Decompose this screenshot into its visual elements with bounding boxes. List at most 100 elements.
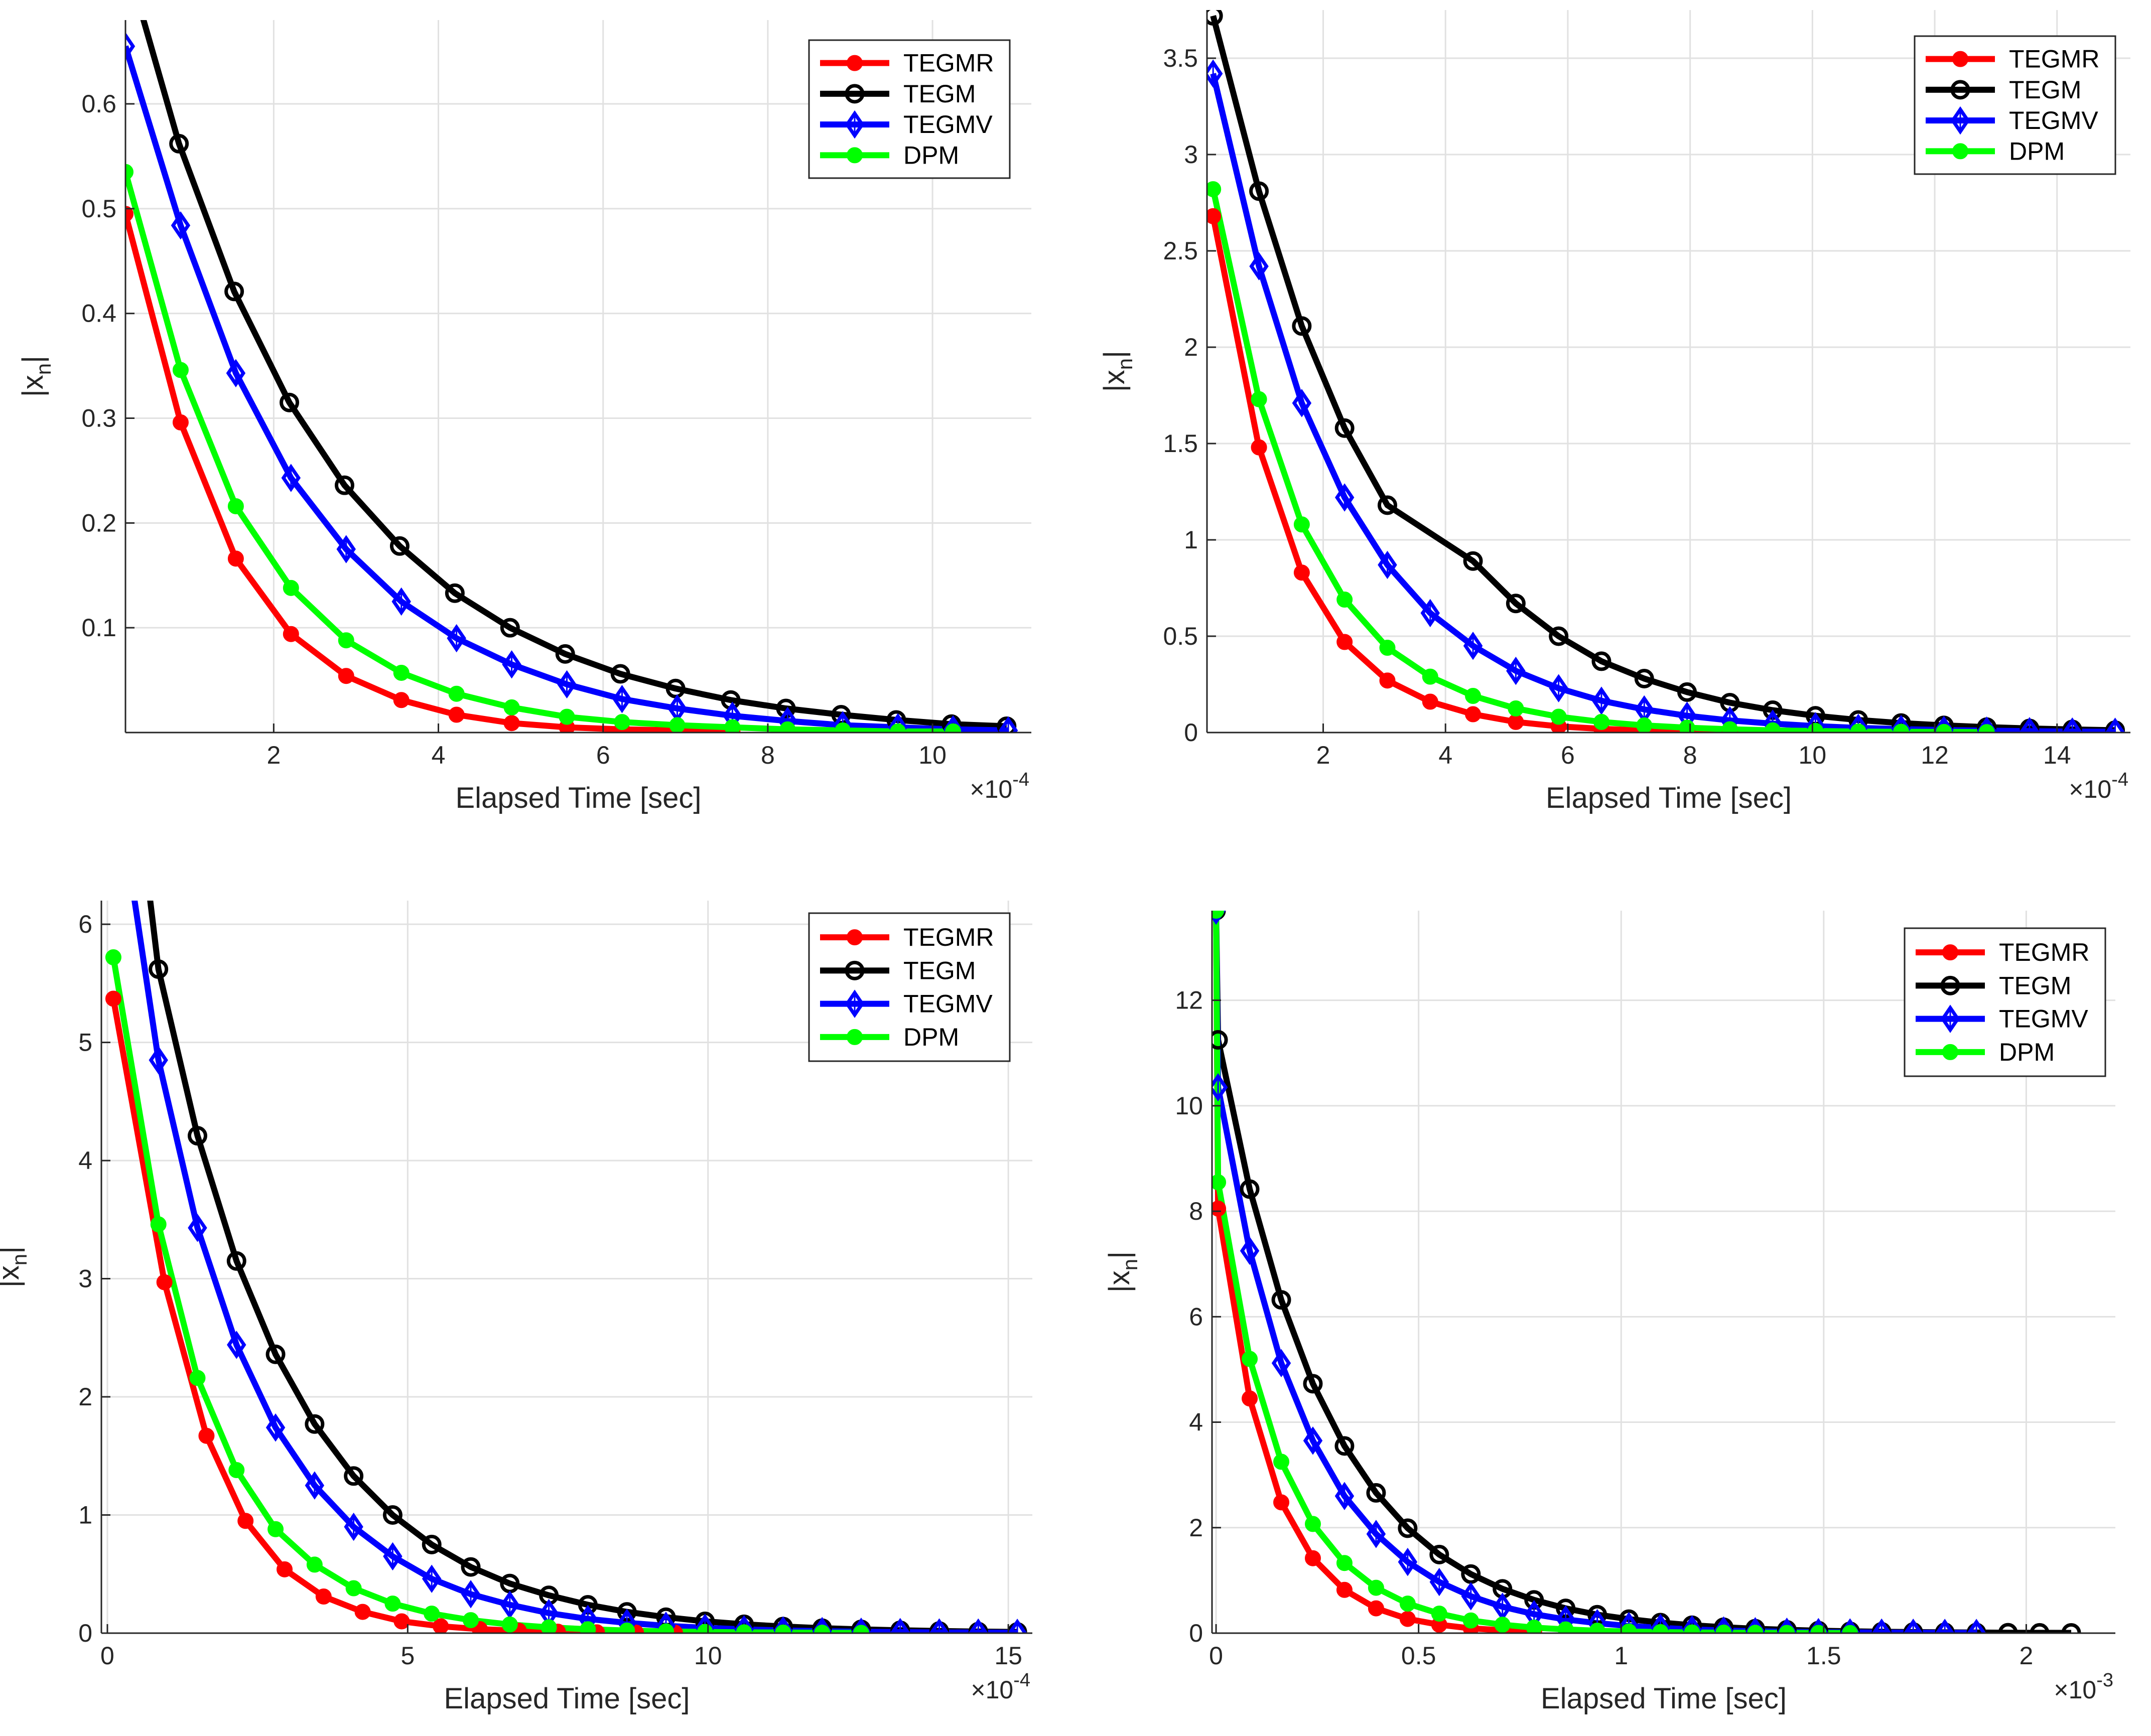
chart-1-series-tegmv-point — [447, 624, 466, 653]
chart-1-series-tegmv-point — [888, 713, 908, 733]
chart-3-series-dpm-point — [424, 1606, 440, 1622]
chart-1-series-tegmv-point — [281, 464, 301, 492]
chart-1-series-dpm-point — [559, 708, 575, 725]
chart-2-series-tegmv-point — [1207, 59, 1223, 88]
chart-3-series-tegmr-point — [315, 1588, 332, 1605]
chart-4-series-tegm-point — [1212, 1030, 1228, 1050]
chart-1-series-tegmv-point — [125, 32, 136, 61]
chart-3-x-exponent-base: ×10 — [971, 1676, 1013, 1704]
chart-3-series-dpm-point — [501, 1616, 518, 1633]
chart-4-series-tegmv-point — [1240, 1236, 1260, 1265]
chart-4-ytick-label: 8 — [1189, 1197, 1203, 1225]
chart-3-legend-marker-dpm — [847, 1029, 863, 1045]
chart-1-ytick-label: 0.1 — [81, 614, 116, 642]
chart-4-series-tegmr-point — [1212, 1200, 1227, 1217]
chart-1-series-dpm-point — [669, 717, 686, 733]
chart-2-series-dpm-point — [1765, 722, 1781, 733]
chart-4-series-tegmv-point — [1366, 1520, 1386, 1548]
chart-2-series-tegmv-point — [1378, 550, 1397, 580]
chart-3-series-tegmv-point — [265, 1413, 286, 1442]
chart-1-series-tegm-point — [776, 698, 796, 718]
chart-2-series-group — [1207, 10, 2125, 733]
chart-3-y-axis-label-main: |x — [0, 1265, 25, 1287]
chart-3-xtick-label: 5 — [400, 1642, 415, 1670]
chart-3-xtick-label: 0 — [100, 1642, 114, 1670]
chart-3-series-tegm-point — [265, 1344, 286, 1364]
chart-1-series-tegm-point — [665, 678, 686, 698]
chart-1-series-tegmr-point — [338, 668, 354, 684]
chart-4-ytick-label: 10 — [1175, 1092, 1203, 1120]
chart-2-ytick-label: 3.5 — [1163, 44, 1198, 72]
chart-4-ytick-label: 12 — [1175, 986, 1203, 1015]
chart-4-y-axis-label-main: |x — [1103, 1270, 1136, 1292]
chart-4-ytick-label: 4 — [1189, 1408, 1203, 1436]
chart-1-y-axis-label-suffix: | — [17, 356, 49, 363]
chart-4-series-tegmr-point — [1273, 1494, 1290, 1511]
chart-3-series-tegm-point — [226, 1251, 246, 1271]
chart-3-series-dpm-point — [105, 949, 121, 966]
chart-4-series-dpm-point — [1336, 1555, 1353, 1571]
chart-2-legend-label-tegmv: TEGMV — [2009, 106, 2098, 134]
chart-2-ytick-label: 0.5 — [1163, 622, 1198, 650]
chart-2-series-tegm-point — [1463, 551, 1483, 571]
chart-3-series-tegmr-point — [198, 1427, 215, 1444]
chart-2-series-dpm-point — [1807, 722, 1824, 733]
chart-4-ytick-label: 2 — [1189, 1514, 1203, 1542]
chart-1-legend-label-tegmv: TEGMV — [903, 110, 993, 138]
chart-2-series-tegmr-point — [1465, 706, 1482, 722]
chart-4-ytick-label: 6 — [1189, 1303, 1203, 1331]
chart-4-series-tegmv-point — [1587, 1609, 1607, 1633]
chart-1-series-dpm-point — [227, 498, 244, 514]
chart-3-series-tegmv-point — [617, 1609, 637, 1633]
chart-4-legend-label-dpm: DPM — [1999, 1038, 2055, 1066]
chart-4-series-tegmv-point — [1903, 1619, 1923, 1633]
chart-3-xtick-label: 10 — [694, 1642, 722, 1670]
chart-4-series-tegmv-point — [1935, 1619, 1955, 1633]
chart-4-series-dpm-point — [1399, 1596, 1416, 1612]
chart-2-y-axis-label-main: |x — [1098, 370, 1131, 392]
chart-3-series-dpm-point — [541, 1619, 557, 1633]
chart-4-series-dpm-point — [1494, 1617, 1511, 1633]
chart-2-xtick-label: 12 — [1921, 741, 1949, 769]
chart-3-x-axis-label: Elapsed Time [sec] — [444, 1682, 690, 1715]
chart-2-y-axis-label: |xn| — [1098, 351, 1137, 392]
chart-3-series-dpm-point — [306, 1556, 323, 1573]
chart-3-series-dpm-point — [345, 1580, 362, 1597]
chart-2-xtick-label: 14 — [2043, 741, 2071, 769]
chart-3-series-tegmv-point — [695, 1614, 715, 1633]
chart-1-legend-label-tegmr: TEGMR — [903, 49, 994, 77]
chart-1-series-dpm-point — [614, 714, 630, 731]
chart-1-series-dpm-point — [890, 723, 906, 733]
chart-1-legend-marker-tegmr — [847, 55, 863, 71]
chart-3-series-tegm-point — [382, 1505, 402, 1525]
chart-2-legend-label-tegm: TEGM — [2009, 76, 2081, 104]
chart-4-series-dpm-point — [1212, 1174, 1227, 1191]
chart-4-series-tegmv-point — [1461, 1582, 1481, 1611]
chart-3-series-tegmv-point — [500, 1590, 520, 1619]
chart-4-series-tegmv-point — [1429, 1567, 1449, 1597]
chart-3-series-dpm-point — [580, 1621, 596, 1633]
chart-3-series-tegmv-point — [149, 1046, 168, 1075]
chart-4-series-tegmv-point — [1303, 1426, 1323, 1455]
chart-1-legend-marker-dpm — [847, 147, 863, 164]
chart-3-y-axis-label: |xn| — [0, 1246, 31, 1288]
chart-1-series-tegm-point — [169, 133, 189, 154]
chart-2-series-tegm-point — [1377, 495, 1397, 515]
chart-2-series-tegm-point — [1549, 626, 1569, 646]
chart-4-series-tegm-point — [1334, 1436, 1355, 1456]
chart-2-series-dpm-point — [1293, 516, 1310, 533]
chart-2-x-exponent-base: ×10 — [2069, 775, 2111, 803]
chart-2-xtick-label: 8 — [1683, 741, 1697, 769]
chart-2-series-dpm-point — [1893, 724, 1910, 733]
chart-1-series-dpm-point — [283, 580, 299, 596]
chart-3-series-tegm-point — [461, 1557, 481, 1577]
chart-2-series-dpm-point — [1207, 181, 1222, 198]
chart-3-ytick-label: 4 — [78, 1146, 92, 1175]
chart-1-legend-label-dpm: DPM — [903, 141, 959, 169]
chart-4-series-tegmr-point — [1336, 1581, 1353, 1598]
chart-1-ytick-label: 0.2 — [81, 509, 116, 537]
chart-3-series-tegmv-point — [734, 1615, 754, 1633]
chart-4-series-tegm-point — [1398, 1518, 1418, 1538]
chart-3-ytick-label: 3 — [78, 1265, 92, 1293]
